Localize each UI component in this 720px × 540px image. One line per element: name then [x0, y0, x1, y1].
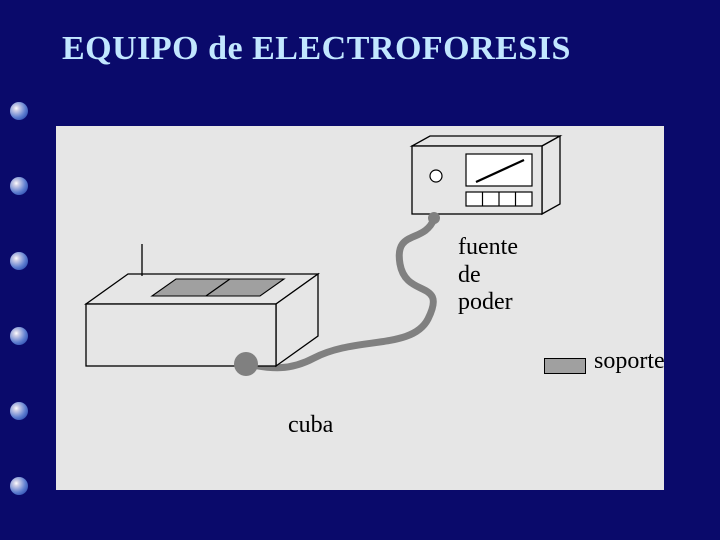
slide-title: EQUIPO de ELECTROFORESIS: [62, 30, 571, 68]
power-supply: [412, 136, 560, 224]
bullet-3: [10, 252, 28, 270]
bullet-2: [10, 177, 28, 195]
cuba-knob: [234, 352, 258, 376]
cuba-tank: [86, 244, 318, 376]
diagram-panel: fuente de poder soporte cuba: [56, 126, 664, 490]
bullet-1: [10, 102, 28, 120]
label-cuba: cuba: [288, 412, 333, 440]
bullet-6: [10, 477, 28, 495]
electrophoresis-diagram: [56, 126, 664, 490]
bullet-4: [10, 327, 28, 345]
vent-grid: [466, 192, 532, 206]
label-fuente: fuente de poder: [458, 234, 518, 317]
indicator-circle: [430, 170, 442, 182]
bullet-5: [10, 402, 28, 420]
soporte-swatch: [544, 358, 586, 374]
label-soporte: soporte: [594, 348, 665, 376]
